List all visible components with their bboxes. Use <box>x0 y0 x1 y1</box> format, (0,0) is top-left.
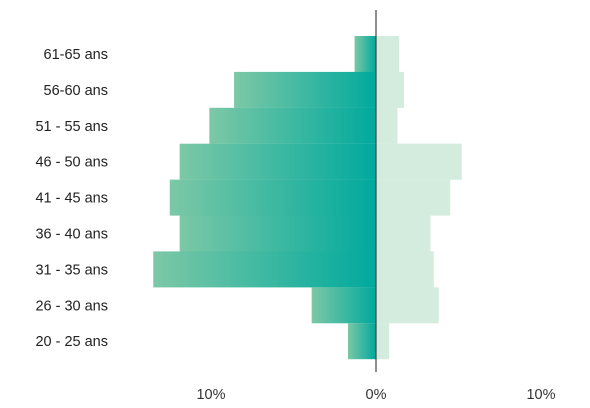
left-bar <box>347 323 376 360</box>
left-bar <box>179 143 376 180</box>
left-bar <box>311 287 376 324</box>
x-tick-label: 10% <box>526 387 555 403</box>
x-tick-label: 0% <box>366 387 387 403</box>
left-bar <box>169 179 376 216</box>
left-bar <box>153 251 376 288</box>
left-bar <box>354 36 376 72</box>
right-bar <box>376 36 400 72</box>
right-bar <box>376 323 390 360</box>
x-tick-label: 10% <box>196 387 225 403</box>
category-label: 51 - 55 ans <box>35 119 108 135</box>
right-bar <box>376 287 439 324</box>
category-label: 26 - 30 ans <box>35 298 108 314</box>
category-label: 20 - 25 ans <box>35 334 108 350</box>
left-bar <box>209 107 376 144</box>
right-bar <box>376 107 398 144</box>
category-labels: 61-65 ans 56-60 ans 51 - 55 ans 46 - 50 ans… <box>35 47 108 350</box>
left-series-bars <box>153 36 376 360</box>
category-label: 61-65 ans <box>44 47 109 63</box>
category-label: 31 - 35 ans <box>35 262 108 278</box>
right-bar <box>376 251 434 288</box>
right-bar <box>376 143 462 180</box>
x-axis-tick-labels: 10% 0% 10% <box>196 387 555 403</box>
right-series-bars <box>376 36 462 360</box>
category-label: 56-60 ans <box>44 83 109 99</box>
category-label: 46 - 50 ans <box>35 155 108 171</box>
right-bar <box>376 71 405 108</box>
left-bar <box>179 215 376 252</box>
right-bar <box>376 215 431 252</box>
category-label: 36 - 40 ans <box>35 227 108 243</box>
left-bar <box>234 71 376 108</box>
right-bar <box>376 179 451 216</box>
category-label: 41 - 45 ans <box>35 191 108 207</box>
